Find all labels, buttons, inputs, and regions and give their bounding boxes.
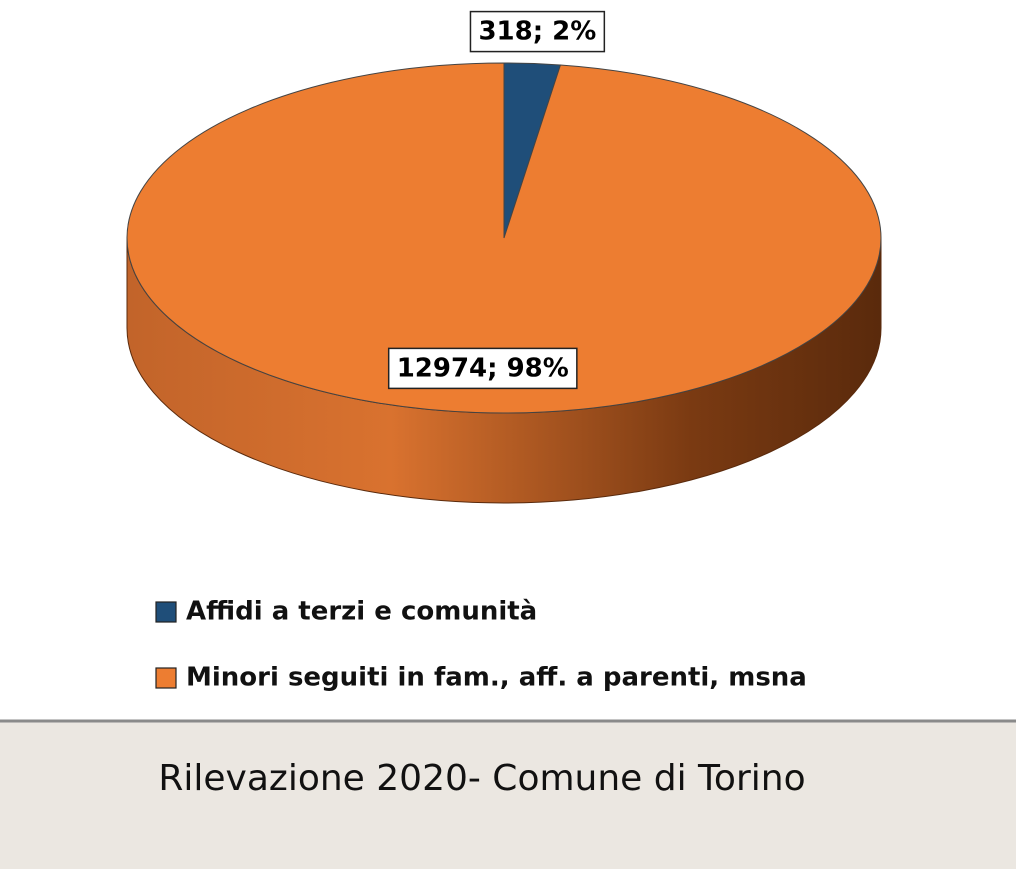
data-label-box <box>387 347 578 390</box>
footer-band <box>0 720 1016 869</box>
legend-label: Affidi a terzi e comunità <box>186 597 537 627</box>
data-label: 318; 2% <box>478 17 596 47</box>
legend-swatch <box>155 667 177 689</box>
slice <box>126 62 882 414</box>
legend-label: Minori seguiti in fam., aff. a parenti, … <box>186 663 807 693</box>
data-label-box <box>469 10 606 53</box>
legend-swatch <box>155 601 177 623</box>
footer-title: Rilevazione 2020- Comune di Torino <box>158 758 805 799</box>
footer: Rilevazione 2020- Comune di Torino <box>0 719 1016 869</box>
data-label: 12974; 98% <box>397 353 569 383</box>
data-label-group: 318; 2% <box>469 10 606 53</box>
data-label-group: 12974; 98% <box>387 347 578 390</box>
